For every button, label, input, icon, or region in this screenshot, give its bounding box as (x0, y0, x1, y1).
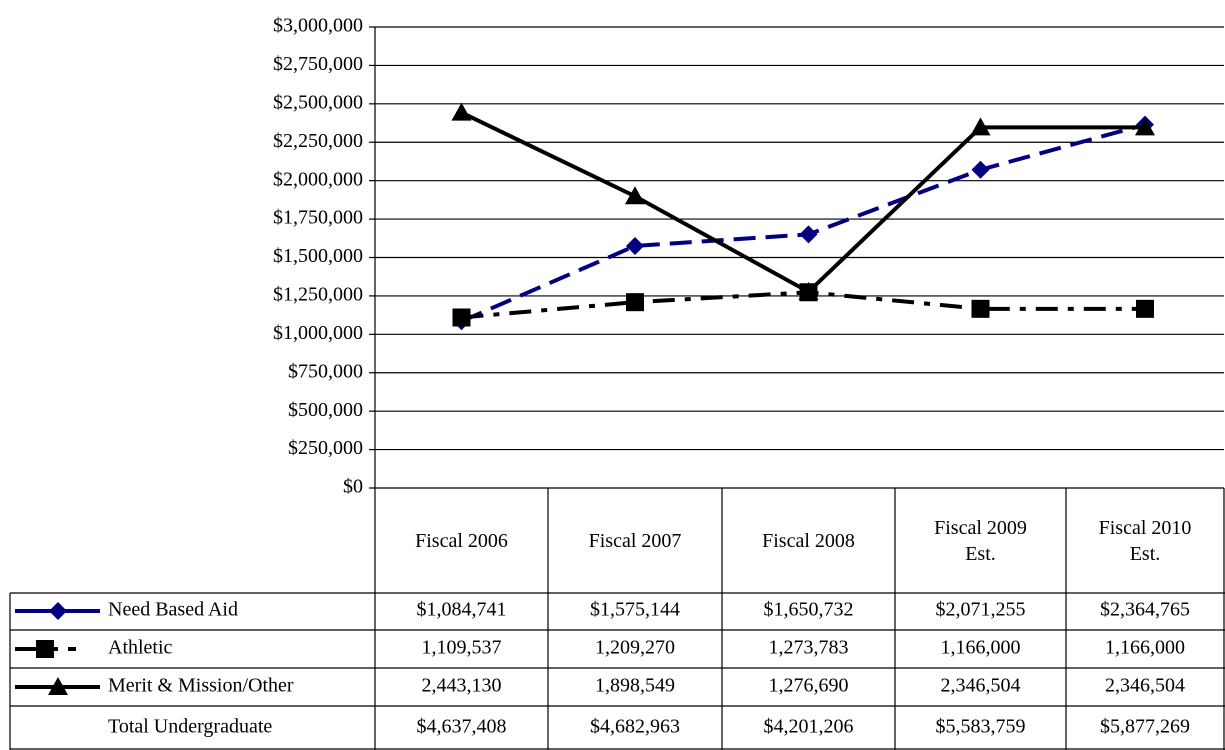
x-tick-label: Fiscal 2007 (588, 529, 682, 552)
marker (452, 308, 471, 327)
y-tick-label: $500,000 (288, 399, 363, 421)
table-value: 1,276,690 (769, 675, 849, 697)
marker (36, 640, 54, 658)
marker (49, 602, 67, 620)
table-value: 2,443,130 (422, 675, 502, 697)
y-tick-label: $3,000,000 (273, 15, 363, 37)
category-cell: Fiscal 2006 (415, 529, 508, 552)
marker (798, 281, 819, 300)
x-tick-label: Fiscal 2009 Est. (934, 516, 1027, 565)
table-value: $1,084,741 (417, 599, 507, 621)
table-value: 1,109,537 (422, 637, 502, 659)
table-lines (9, 488, 1225, 750)
marker (1135, 117, 1155, 136)
y-tick-label: $1,750,000 (273, 207, 363, 229)
grid (375, 26, 1224, 489)
series-line (460, 110, 1145, 295)
marker (970, 117, 991, 136)
marker (48, 677, 68, 695)
y-tick-label: $2,500,000 (273, 91, 363, 113)
y-tick-label: $1,000,000 (273, 322, 363, 344)
table-value: 1,273,783 (769, 637, 849, 659)
table-value: $5,877,269 (1100, 716, 1190, 738)
legend-label: Athletic (108, 637, 173, 659)
table-value: 2,346,504 (941, 675, 1021, 697)
marker (1136, 299, 1154, 318)
table-value: $4,682,963 (590, 716, 680, 738)
table-value: $4,637,408 (417, 716, 507, 738)
marker (971, 299, 990, 318)
table-value: 1,898,549 (595, 675, 675, 697)
y-tick-label: $250,000 (288, 437, 363, 459)
legend-label: Need Based Aid (108, 599, 238, 621)
category-cell: Fiscal 2009 Est. (934, 516, 1027, 565)
category-cell: Fiscal 2010 Est. (1098, 516, 1192, 565)
marker (626, 236, 644, 255)
marker (799, 225, 818, 244)
marker (971, 160, 990, 179)
marker (451, 102, 472, 121)
table-value: $2,071,255 (936, 599, 1026, 621)
y-tick-label: $750,000 (288, 360, 363, 382)
y-tick-label: $1,500,000 (273, 245, 363, 267)
x-tick-label: Fiscal 2006 (415, 529, 508, 552)
marker (625, 186, 645, 205)
table-value: $5,583,759 (936, 716, 1026, 738)
table-value: $1,575,144 (590, 599, 680, 621)
y-tick-label: $0 (343, 476, 363, 498)
table-value: 1,166,000 (1105, 637, 1185, 659)
table-row-label: Total Undergraduate (108, 716, 272, 738)
x-tick-label: Fiscal 2008 (762, 529, 855, 552)
table-value: 2,346,504 (1105, 675, 1185, 697)
category-cell: Fiscal 2007 (588, 529, 682, 552)
table-value: 1,209,270 (595, 637, 675, 659)
y-tick-label: $1,250,000 (273, 284, 363, 306)
table-value: 1,166,000 (941, 637, 1021, 659)
marker (626, 293, 644, 312)
table-value: $1,650,732 (764, 599, 854, 621)
category-cell: Fiscal 2008 (762, 529, 855, 552)
y-tick-label: $2,750,000 (273, 53, 363, 75)
y-tick-label: $2,000,000 (273, 168, 363, 190)
x-tick-label: Fiscal 2010 Est. (1098, 516, 1192, 565)
y-tick-label: $2,250,000 (273, 130, 363, 152)
table-value: $4,201,206 (764, 716, 854, 738)
legend-label: Merit & Mission/Other (108, 675, 294, 697)
table-value: $2,364,765 (1100, 599, 1190, 621)
